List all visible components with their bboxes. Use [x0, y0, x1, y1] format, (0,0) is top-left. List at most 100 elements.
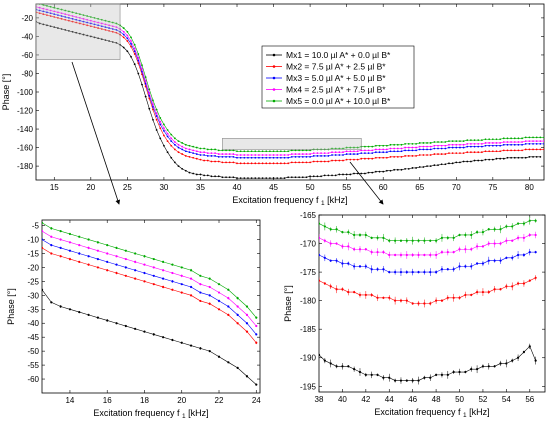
- data-point: [481, 365, 485, 368]
- data-point: [210, 155, 213, 157]
- data-point: [499, 144, 502, 147]
- data-point: [115, 322, 118, 325]
- data-point: [115, 271, 118, 275]
- data-point: [327, 160, 330, 163]
- data-point: [57, 27, 59, 29]
- data-point: [338, 159, 341, 162]
- data-point: [499, 288, 502, 291]
- data-point: [208, 302, 211, 305]
- data-point: [535, 142, 538, 145]
- data-point: [393, 143, 396, 146]
- data-point: [528, 233, 531, 237]
- data-point: [108, 24, 110, 27]
- data-point: [396, 150, 399, 153]
- zoom-callouts: [71, 61, 384, 205]
- data-point: [294, 155, 297, 158]
- data-point: [495, 144, 498, 147]
- y-axis-title: Phase [°]: [1, 74, 11, 111]
- data-point: [49, 12, 52, 15]
- data-point: [429, 376, 432, 379]
- data-point: [115, 255, 118, 258]
- data-point: [298, 153, 301, 155]
- data-point: [221, 149, 224, 152]
- data-point: [221, 176, 224, 179]
- data-point: [177, 146, 180, 149]
- data-point: [327, 152, 330, 155]
- data-point: [470, 265, 473, 268]
- data-point: [400, 143, 403, 146]
- data-point: [349, 173, 352, 176]
- data-point: [495, 157, 498, 160]
- data-point: [513, 143, 516, 146]
- data-point: [261, 177, 264, 180]
- data-point: [524, 156, 527, 159]
- data-point: [82, 23, 85, 26]
- data-point: [50, 244, 53, 247]
- data-point: [243, 162, 246, 165]
- data-point: [294, 149, 297, 152]
- data-point: [480, 151, 483, 154]
- data-point: [78, 260, 81, 263]
- data-point: [210, 152, 213, 155]
- data-point: [42, 13, 45, 16]
- data-point: [155, 129, 158, 131]
- data-point: [505, 239, 508, 242]
- data-point: [353, 248, 356, 251]
- data-point: [180, 274, 183, 277]
- data-point: [298, 155, 301, 158]
- data-point: [415, 155, 417, 157]
- data-point: [353, 290, 356, 294]
- data-point: [407, 142, 410, 145]
- data-point: [199, 274, 202, 277]
- data-point: [141, 67, 143, 70]
- data-point: [382, 268, 385, 271]
- data-point: [60, 17, 63, 20]
- data-point: [232, 155, 235, 158]
- data-point: [283, 154, 286, 156]
- data-point: [225, 155, 227, 158]
- data-point: [181, 148, 184, 151]
- data-point: [265, 162, 268, 165]
- data-point: [418, 154, 421, 156]
- data-point: [487, 290, 490, 294]
- y-tick-label: -160: [17, 144, 34, 153]
- data-point: [429, 239, 432, 242]
- data-point: [481, 262, 485, 265]
- data-point: [71, 17, 74, 20]
- data-point: [134, 252, 137, 255]
- overview-chart: 15 20 25 30 35 40 45 50 55 60 65 70 75 80 -20 -40 -60 -80…: [1, 3, 545, 207]
- data-point: [208, 277, 211, 280]
- data-point: [86, 18, 89, 21]
- data-point: [528, 279, 531, 282]
- data-point: [180, 291, 183, 294]
- data-point: [323, 160, 326, 163]
- data-point: [87, 313, 90, 316]
- data-point: [42, 221, 44, 224]
- data-point: [195, 146, 198, 149]
- data-point: [411, 146, 414, 149]
- data-point: [493, 365, 496, 368]
- data-point: [477, 139, 480, 142]
- data-point: [181, 145, 184, 148]
- data-point: [534, 233, 537, 237]
- data-point: [423, 253, 426, 257]
- data-point: [189, 285, 193, 289]
- data-point: [255, 341, 258, 344]
- data-point: [522, 282, 526, 285]
- y-tick-label: -50: [27, 347, 39, 356]
- data-point: [305, 155, 308, 158]
- data-point: [60, 28, 63, 30]
- data-point: [97, 24, 100, 27]
- data-point: [42, 238, 44, 241]
- data-point: [493, 228, 496, 231]
- data-point: [93, 36, 96, 39]
- data-point: [236, 313, 239, 316]
- data-point: [217, 155, 220, 158]
- data-point: [534, 251, 537, 254]
- data-point: [543, 148, 544, 151]
- data-point: [245, 322, 249, 325]
- data-point: [506, 143, 509, 146]
- data-point: [400, 150, 403, 153]
- data-point: [309, 153, 312, 155]
